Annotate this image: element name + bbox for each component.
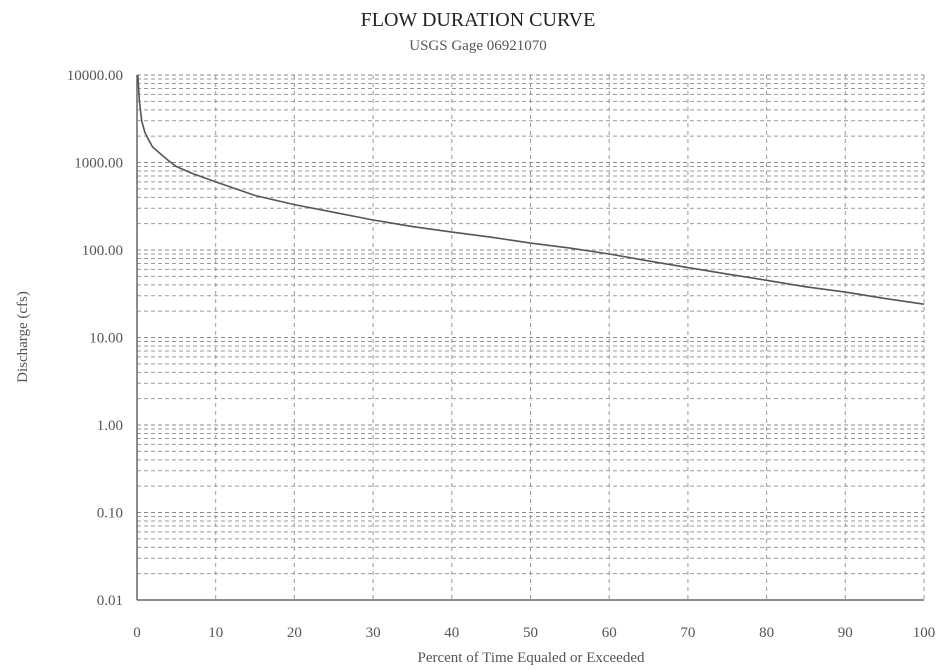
axes	[136, 75, 924, 601]
x-axis-label: Percent of Time Equaled or Exceeded	[417, 650, 645, 666]
y-tick-label: 1000.00	[74, 156, 123, 172]
x-tick-label: 20	[287, 625, 302, 641]
series	[137, 74, 925, 305]
x-tick-label: 70	[680, 625, 695, 641]
x-tick-label: 80	[759, 625, 774, 641]
y-axis-label: Discharge (cfs)	[15, 291, 31, 383]
x-tick-label: 90	[838, 625, 853, 641]
flow-duration-line	[137, 74, 925, 305]
x-tick-label: 50	[523, 625, 538, 641]
y-tick-label: 10000.00	[67, 68, 123, 84]
x-tick-label: 10	[208, 625, 223, 641]
y-tick-label: 10.00	[89, 331, 123, 347]
y-tick-label: 100.00	[82, 243, 123, 259]
y-tick-label: 1.00	[97, 418, 123, 434]
x-tick-label: 40	[444, 625, 459, 641]
grid	[137, 74, 925, 600]
x-tick-label: 30	[366, 625, 381, 641]
chart-subtitle: USGS Gage 06921070	[409, 38, 547, 54]
y-tick-label: 0.10	[97, 506, 123, 522]
x-tick-labels: 0 10 20 30 40 50 60 70 80 90 100	[133, 625, 935, 641]
y-tick-labels: 10000.00 1000.00 100.00 10.00 1.00 0.10 0.01	[67, 68, 123, 609]
y-tick-label: 0.01	[97, 593, 123, 609]
x-tick-label: 100	[913, 625, 936, 641]
x-tick-label: 60	[602, 625, 617, 641]
chart-title: FLOW DURATION CURVE	[361, 9, 596, 31]
x-tick-label: 0	[133, 625, 141, 641]
